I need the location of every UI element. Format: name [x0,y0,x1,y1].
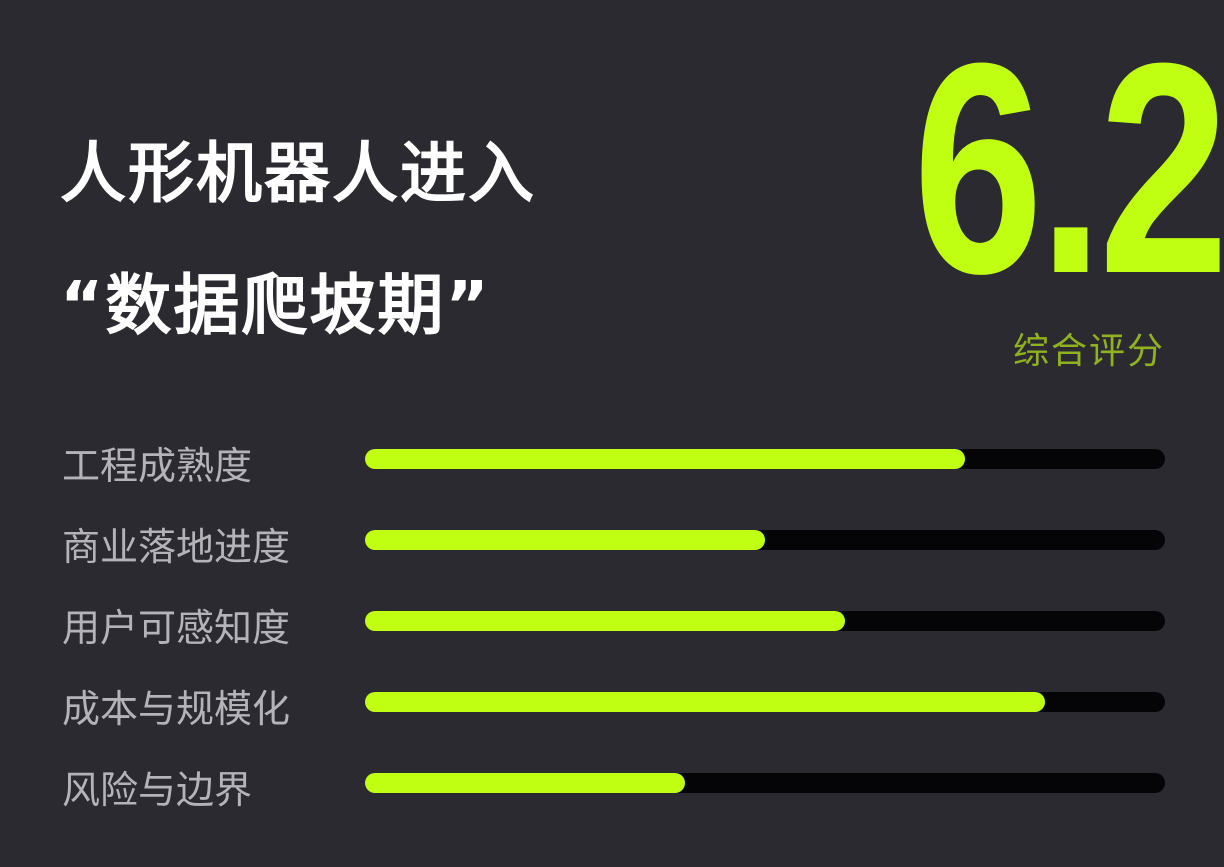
bar-track [365,773,1165,793]
bar-fill [365,530,765,550]
overall-score-label: 综合评分 [1012,331,1165,372]
overall-score: 6.2 [913,0,1224,336]
bar-row: 商业落地进度 [0,520,1224,569]
bar-row: 成本与规模化 [0,682,1224,731]
bar-fill [365,692,1045,712]
bar-label: 用户可感知度 [62,606,291,650]
bar-row: 工程成熟度 [0,439,1224,488]
bar-row: 用户可感知度 [0,601,1224,650]
bar-label: 商业落地进度 [62,525,291,569]
bar-label: 成本与规模化 [62,687,291,731]
bar-track [365,530,1165,550]
bar-track [365,611,1165,631]
title-line-1: 人形机器人进入 [60,135,536,212]
bar-label: 风险与边界 [62,768,253,812]
bar-row: 风险与边界 [0,763,1224,812]
bar-label: 工程成熟度 [62,444,253,488]
bar-fill [365,611,845,631]
bar-fill [365,773,685,793]
bar-track [365,692,1165,712]
title-line-2: “数据爬坡期” [60,267,491,344]
bar-track [365,449,1165,469]
bar-fill [365,449,965,469]
